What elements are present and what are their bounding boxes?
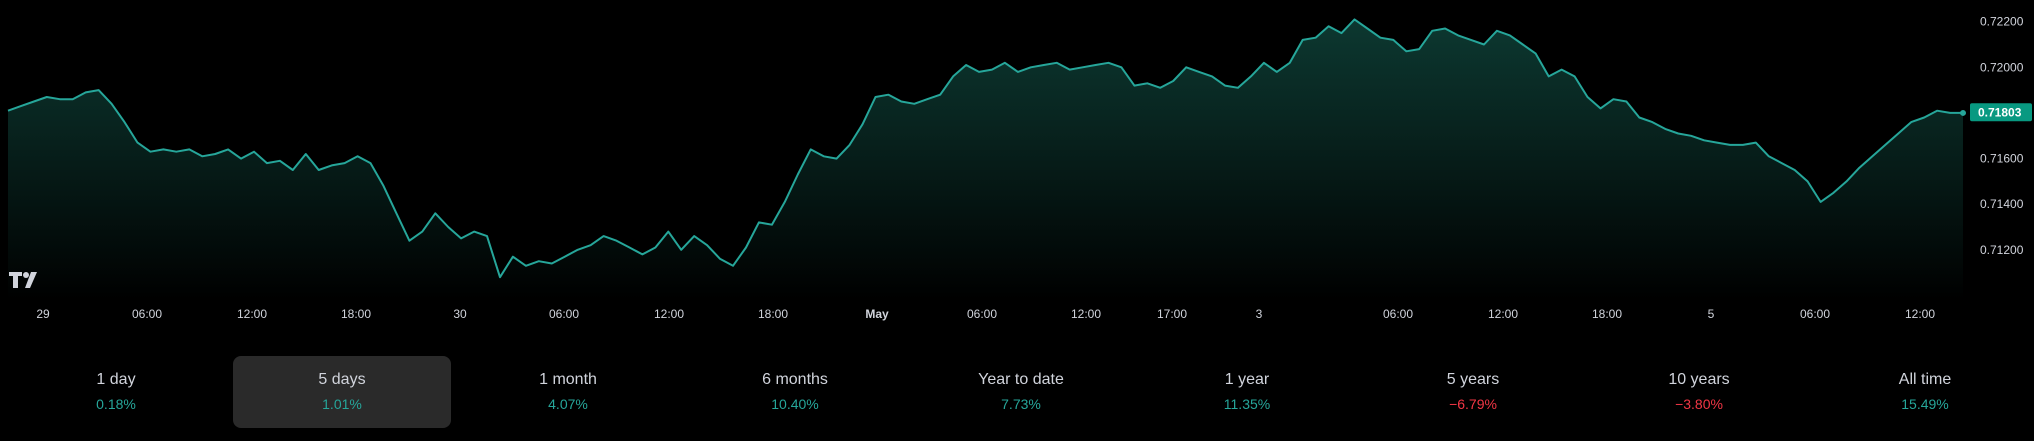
- y-tick-label: 0.72000: [1980, 60, 2024, 74]
- current-price-label: 0.71803: [1970, 103, 2032, 122]
- x-tick-label: 06:00: [967, 307, 997, 321]
- x-tick-label: 06:00: [132, 307, 162, 321]
- x-tick-label: May: [865, 307, 889, 321]
- x-tick-label: 17:00: [1157, 307, 1187, 321]
- x-tick-label: 18:00: [1592, 307, 1622, 321]
- period-change: 10.40%: [771, 396, 819, 412]
- tradingview-logo-icon: [9, 272, 37, 288]
- x-tick-label: 06:00: [1383, 307, 1413, 321]
- x-tick-label: 12:00: [237, 307, 267, 321]
- period-tab-1-year[interactable]: 1 year 11.35%: [1138, 356, 1356, 428]
- x-tick-label: 3: [1256, 307, 1263, 321]
- period-change: 4.07%: [548, 396, 588, 412]
- y-tick-label: 0.71600: [1980, 152, 2024, 166]
- price-chart[interactable]: 0.72200 0.72000 0.71600 0.71400 0.71200 29 06…: [0, 0, 2034, 330]
- period-change: 0.18%: [96, 396, 136, 412]
- period-tab-6-months[interactable]: 6 months 10.40%: [686, 356, 904, 428]
- period-change: −6.79%: [1449, 396, 1497, 412]
- x-tick-label: 12:00: [1905, 307, 1935, 321]
- current-price-text: 0.71803: [1978, 105, 2022, 119]
- period-tab-1-month[interactable]: 1 month 4.07%: [459, 356, 677, 428]
- period-change: 15.49%: [1901, 396, 1949, 412]
- y-tick-label: 0.71400: [1980, 197, 2024, 211]
- x-tick-label: 12:00: [654, 307, 684, 321]
- period-label: 1 year: [1224, 371, 1270, 388]
- price-area-fill: [8, 19, 1963, 301]
- period-label: All time: [1898, 371, 1952, 388]
- x-tick-label: 18:00: [341, 307, 371, 321]
- y-tick-label: 0.72200: [1980, 15, 2024, 29]
- x-tick-label: 29: [36, 307, 50, 321]
- current-price-label-bg: [1970, 103, 2032, 122]
- period-selector: 1 day 0.18% 5 days 1.01% 1 month 4.07% 6 month…: [0, 356, 2034, 430]
- y-axis: 0.72200 0.72000 0.71600 0.71400 0.71200: [1980, 15, 2024, 257]
- x-tick-label: 12:00: [1071, 307, 1101, 321]
- period-change: 11.35%: [1223, 396, 1271, 412]
- period-label: Year to date: [978, 371, 1064, 388]
- x-tick-label: 12:00: [1488, 307, 1518, 321]
- period-tab-10-years[interactable]: 10 years −3.80%: [1590, 356, 1808, 428]
- period-change: 1.01%: [322, 396, 362, 412]
- period-label: 10 years: [1668, 371, 1730, 388]
- period-label: 5 years: [1446, 371, 1500, 388]
- period-tab-all-time[interactable]: All time 15.49%: [1816, 356, 2034, 428]
- x-tick-label: 06:00: [1800, 307, 1830, 321]
- period-label: 1 day: [96, 371, 136, 388]
- x-tick-label: 30: [453, 307, 467, 321]
- x-tick-label: 5: [1708, 307, 1715, 321]
- period-change: 7.73%: [1001, 396, 1041, 412]
- period-change: −3.80%: [1675, 396, 1723, 412]
- x-tick-label: 06:00: [549, 307, 579, 321]
- period-tab-5-days[interactable]: 5 days 1.01%: [233, 356, 451, 428]
- last-price-point: [1960, 109, 1966, 116]
- period-label: 6 months: [762, 371, 828, 388]
- price-line: [7, 18, 1963, 279]
- period-label: 5 days: [318, 371, 366, 388]
- y-tick-label: 0.71200: [1980, 243, 2024, 257]
- x-tick-label: 18:00: [758, 307, 788, 321]
- period-tab-year-to-date[interactable]: Year to date 7.73%: [912, 356, 1130, 428]
- x-axis: 29 06:00 12:00 18:00 30 06:00 12:00 18:00 May 06:…: [36, 307, 1935, 321]
- period-tab-1-day[interactable]: 1 day 0.18%: [7, 356, 225, 428]
- period-tab-5-years[interactable]: 5 years −6.79%: [1364, 356, 1582, 428]
- period-label: 1 month: [539, 371, 597, 388]
